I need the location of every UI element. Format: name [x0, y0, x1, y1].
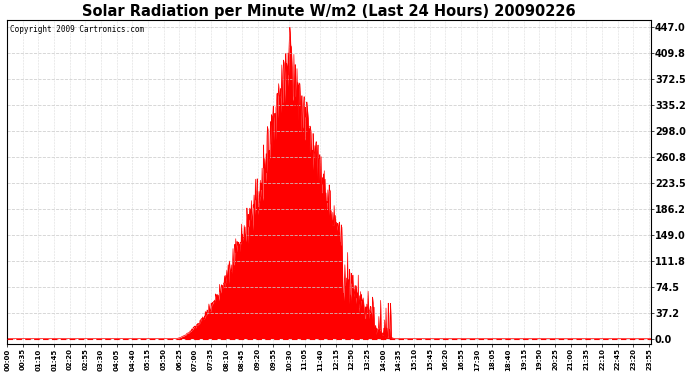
Title: Solar Radiation per Minute W/m2 (Last 24 Hours) 20090226: Solar Radiation per Minute W/m2 (Last 24…: [82, 4, 575, 19]
Text: Copyright 2009 Cartronics.com: Copyright 2009 Cartronics.com: [10, 25, 144, 34]
